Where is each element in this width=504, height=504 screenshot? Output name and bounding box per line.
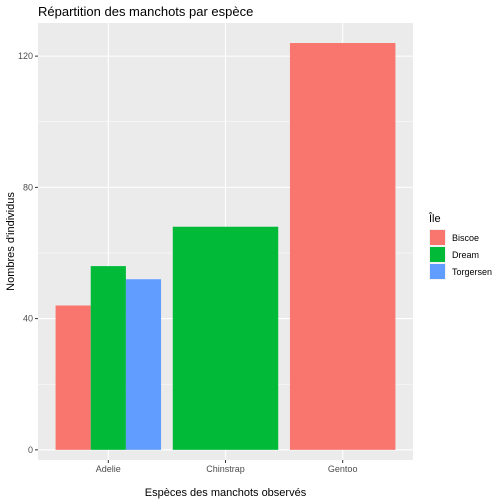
legend-title: Île — [428, 212, 441, 225]
x-tick-label: Chinstrap — [206, 464, 245, 474]
legend-label-dream: Dream — [452, 250, 479, 260]
legend-label-biscoe: Biscoe — [452, 233, 479, 243]
bar-gentoo-biscoe — [290, 43, 395, 450]
x-axis-title: Espèces des manchots observés — [145, 487, 307, 499]
y-tick-label: 80 — [23, 182, 33, 192]
y-tick-label: 120 — [18, 51, 33, 61]
legend-swatch-torgersen — [430, 264, 445, 279]
legend-label-torgersen: Torgersen — [452, 267, 492, 277]
bar-adelie-dream — [91, 266, 126, 450]
bar-adelie-biscoe — [56, 305, 91, 449]
legend: Île Biscoe Dream Torgersen — [428, 212, 492, 280]
bar-chinstrap-dream — [173, 227, 278, 450]
y-tick-label: 0 — [28, 445, 33, 455]
chart-title: Répartition des manchots par espèce — [38, 4, 253, 19]
x-tick-label: Adelie — [96, 464, 121, 474]
x-tick-label: Gentoo — [328, 464, 358, 474]
bar-adelie-torgersen — [126, 279, 161, 450]
y-tick-label: 40 — [23, 314, 33, 324]
x-axis: Adelie Chinstrap Gentoo — [96, 460, 358, 474]
y-axis: 0 40 80 120 — [18, 51, 38, 455]
legend-swatch-dream — [430, 247, 445, 262]
y-axis-title: Nombres d'individus — [5, 192, 17, 291]
legend-swatch-biscoe — [430, 230, 445, 245]
